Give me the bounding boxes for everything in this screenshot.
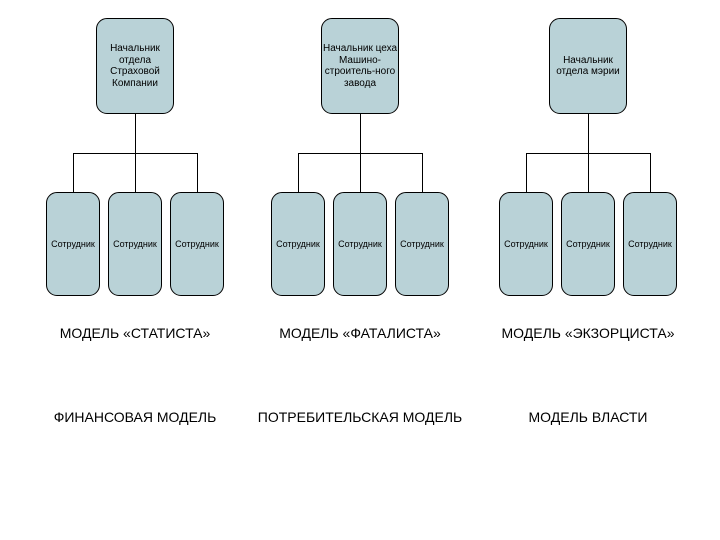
leader-node: Начальник отдела Страховой Компании (96, 18, 174, 114)
connector-vertical (588, 153, 589, 192)
connector-vertical (73, 153, 74, 192)
org-models-diagram: Начальник отдела Страховой Компании Сотру… (0, 0, 720, 540)
connector-vertical (298, 153, 299, 192)
connector-vertical (135, 153, 136, 192)
model-caption: ФИНАНСОВАЯ МОДЕЛЬ (25, 408, 245, 427)
connector-horizontal (526, 153, 651, 154)
connector-vertical (360, 153, 361, 192)
employee-node: Сотрудник (561, 192, 615, 296)
connector-vertical (588, 114, 589, 153)
leader-node: Начальник цеха Машино-строитель-ного зав… (321, 18, 399, 114)
model-caption: МОДЕЛЬ ВЛАСТИ (478, 408, 698, 427)
connector-vertical (135, 114, 136, 153)
connector-vertical (360, 114, 361, 153)
model-caption: МОДЕЛЬ «ФАТАЛИСТА» (250, 324, 470, 343)
connector-vertical (422, 153, 423, 192)
employee-node: Сотрудник (170, 192, 224, 296)
employee-node: Сотрудник (108, 192, 162, 296)
employee-node: Сотрудник (499, 192, 553, 296)
connector-vertical (526, 153, 527, 192)
leader-node: Начальник отдела мэрии (549, 18, 627, 114)
employee-node: Сотрудник (271, 192, 325, 296)
connector-vertical (650, 153, 651, 192)
model-caption: ПОТРЕБИТЕЛЬСКАЯ МОДЕЛЬ (250, 408, 470, 427)
model-caption: МОДЕЛЬ «ЭКЗОРЦИСТА» (478, 324, 698, 343)
model-caption: МОДЕЛЬ «СТАТИСТА» (25, 324, 245, 343)
employee-node: Сотрудник (395, 192, 449, 296)
employee-node: Сотрудник (46, 192, 100, 296)
connector-horizontal (298, 153, 423, 154)
employee-node: Сотрудник (623, 192, 677, 296)
connector-vertical (197, 153, 198, 192)
connector-horizontal (73, 153, 198, 154)
employee-node: Сотрудник (333, 192, 387, 296)
